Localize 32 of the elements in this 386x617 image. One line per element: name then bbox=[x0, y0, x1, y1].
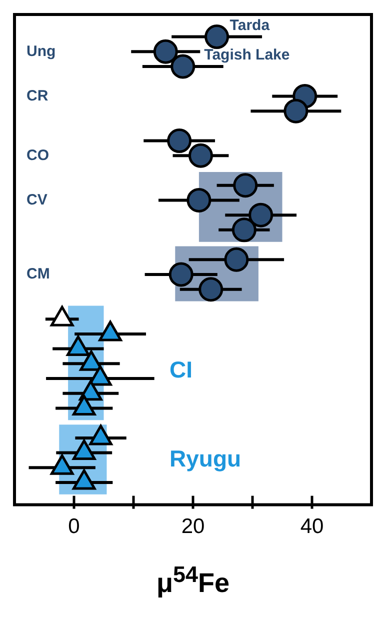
x-tick-label: 40 bbox=[300, 515, 324, 538]
text: CI bbox=[170, 356, 192, 382]
point bbox=[50, 454, 74, 475]
annotation: Tagish Lake bbox=[204, 46, 290, 64]
point bbox=[72, 469, 96, 490]
y-tick-label: Ung bbox=[26, 42, 56, 60]
point bbox=[170, 54, 196, 79]
y-tick-label: CR bbox=[26, 87, 48, 104]
x-tick-label: 0 bbox=[68, 515, 80, 538]
point bbox=[98, 320, 122, 342]
point bbox=[224, 247, 249, 272]
y-tick-label: CO bbox=[26, 146, 50, 164]
point bbox=[248, 202, 274, 228]
point bbox=[50, 306, 74, 326]
point bbox=[204, 24, 230, 50]
point bbox=[232, 218, 256, 242]
point bbox=[80, 350, 103, 371]
point bbox=[72, 394, 96, 416]
annotation: Tarda bbox=[230, 16, 270, 34]
text: Ryugu bbox=[170, 446, 242, 472]
point bbox=[186, 188, 212, 212]
x-axis-title: μ$^{54}$Fe bbox=[155, 562, 231, 599]
point bbox=[66, 336, 90, 356]
y-tick-label: CV bbox=[26, 191, 48, 208]
point bbox=[284, 98, 308, 124]
y-tick-label: CM bbox=[26, 266, 50, 283]
point bbox=[233, 173, 258, 198]
point bbox=[188, 143, 213, 168]
point bbox=[153, 39, 178, 64]
x-tick-label: 20 bbox=[181, 515, 205, 538]
point bbox=[167, 128, 192, 154]
point bbox=[89, 424, 112, 446]
